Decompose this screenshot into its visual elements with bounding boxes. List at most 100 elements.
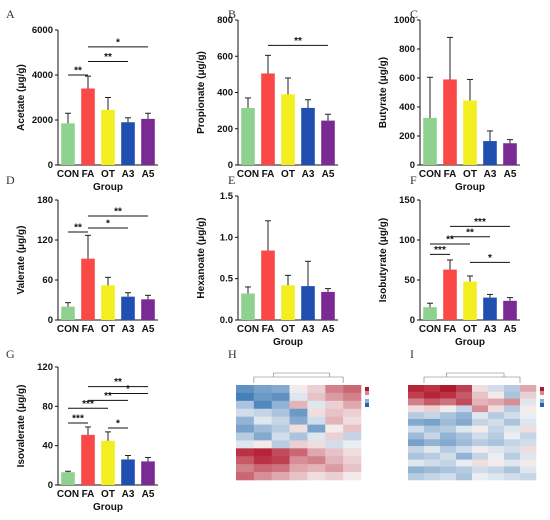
heatmap-cell (271, 416, 290, 425)
significance-label: * (126, 384, 130, 395)
x-tick-label: A3 (484, 169, 497, 180)
significance-label: ** (104, 52, 112, 63)
heatmap-cell (307, 408, 326, 417)
heatmap-cell (488, 412, 505, 420)
heatmap-cell (253, 448, 273, 457)
bar-fa (81, 88, 95, 165)
x-tick-label: CON (57, 489, 79, 500)
heatmap-cell (440, 466, 457, 474)
significance-label: *** (72, 414, 84, 425)
y-axis-title: Hexanoate (μg/g) (196, 217, 207, 298)
x-tick-label: CON (57, 169, 79, 180)
column-dendrogram (253, 376, 344, 383)
heatmap-cell (408, 385, 425, 393)
heatmap-cell (520, 398, 537, 406)
significance-label: ** (74, 223, 82, 234)
bar-con (423, 307, 437, 320)
color-scale-swatch (365, 391, 369, 395)
heatmap-cell (424, 418, 441, 427)
significance-label: ** (466, 227, 474, 238)
x-tick-label: CON (57, 324, 79, 335)
heatmap-cell (520, 425, 537, 433)
heatmap-cell (271, 400, 290, 410)
bar-fa (81, 434, 95, 485)
heatmap-cell (520, 459, 537, 467)
heatmap-cell (343, 464, 362, 473)
y-axis-title: Propionate (μg/g) (196, 51, 207, 134)
heatmap-cell (488, 452, 505, 460)
heatmap-cell (408, 412, 425, 420)
heatmap-cell (408, 391, 425, 399)
color-scale-swatch (540, 387, 544, 391)
y-tick-label: 0 (410, 160, 415, 171)
heatmap-cell (343, 385, 362, 394)
color-scale-swatch (365, 387, 369, 391)
heatmap-cell (271, 385, 290, 394)
heatmap-cell (440, 446, 457, 454)
heatmap-cell (271, 440, 290, 449)
x-tick-label: A3 (302, 324, 315, 335)
heatmap-cell (325, 448, 344, 457)
y-tick-label: 1.0 (220, 232, 233, 243)
y-tick-label: 0 (48, 315, 53, 326)
panel-e: E 0.0 0.5 1.0 1.5 CON FA OT A3 A5 Group Hexanoate (… (196, 173, 338, 348)
heatmap-cell (440, 391, 457, 399)
heatmap-cell (271, 464, 290, 473)
y-tick-label: 2000 (32, 115, 53, 126)
y-tick-label: 0.5 (220, 274, 234, 285)
heatmap-cell (289, 464, 308, 473)
heatmap-cell (424, 446, 441, 454)
bar-a5 (503, 143, 517, 165)
heatmap-cell (456, 459, 473, 467)
y-tick-label: 0 (48, 160, 53, 171)
heatmap-cell (504, 405, 521, 413)
panel-i: I (408, 347, 544, 481)
significance-label: ** (114, 377, 122, 388)
heatmap-cell (504, 446, 521, 454)
heatmap-cell (504, 398, 521, 406)
x-tick-label: A5 (504, 169, 517, 180)
heatmap-cell (520, 432, 537, 440)
panel-c: C 0 200 400 600 800 1000 CON FA OT A3 A5 Group Butyra… (378, 7, 520, 193)
heatmap-cell (307, 385, 326, 394)
color-scale-swatch (540, 403, 544, 407)
significance-label: ** (74, 66, 82, 77)
heatmap-cell (343, 392, 362, 402)
y-tick-label: 800 (399, 44, 415, 55)
heatmap-cell (488, 466, 505, 474)
heatmap-cell (488, 439, 505, 447)
y-tick-label: 100 (399, 235, 415, 246)
heatmap-cell (472, 439, 489, 447)
bar-a5 (321, 291, 335, 320)
x-tick-label: A5 (322, 169, 335, 180)
heatmap-cell (408, 446, 425, 454)
heatmap-cell (440, 425, 457, 433)
heatmap-cell (520, 412, 537, 420)
heatmap-cell (253, 464, 273, 473)
heatmap-cell (343, 424, 362, 433)
bar-ot (463, 281, 477, 320)
heatmap-cell (343, 432, 362, 441)
heatmap-cell (307, 440, 326, 449)
x-tick-label: FA (444, 324, 457, 335)
y-tick-label: 60 (42, 275, 53, 286)
heatmap-cell (325, 392, 344, 402)
heatmap-cell (307, 464, 326, 473)
heatmap-cell (520, 452, 537, 460)
column-dendrogram (273, 372, 331, 377)
heatmap-cell (472, 459, 489, 467)
heatmap-cell (236, 472, 255, 481)
heatmap-cell (440, 418, 457, 427)
heatmap-cell (472, 398, 489, 406)
significance-label: ** (446, 235, 454, 246)
x-tick-label: FA (262, 169, 275, 180)
heatmap-cell (343, 440, 362, 449)
y-tick-label: 0.0 (220, 315, 233, 326)
bar-a3 (301, 286, 315, 320)
heatmap-cell (472, 405, 489, 413)
panel-label: A (6, 7, 15, 21)
panel-label: B (228, 7, 236, 21)
heatmap-cell (504, 459, 521, 467)
bar-ot (101, 440, 115, 485)
